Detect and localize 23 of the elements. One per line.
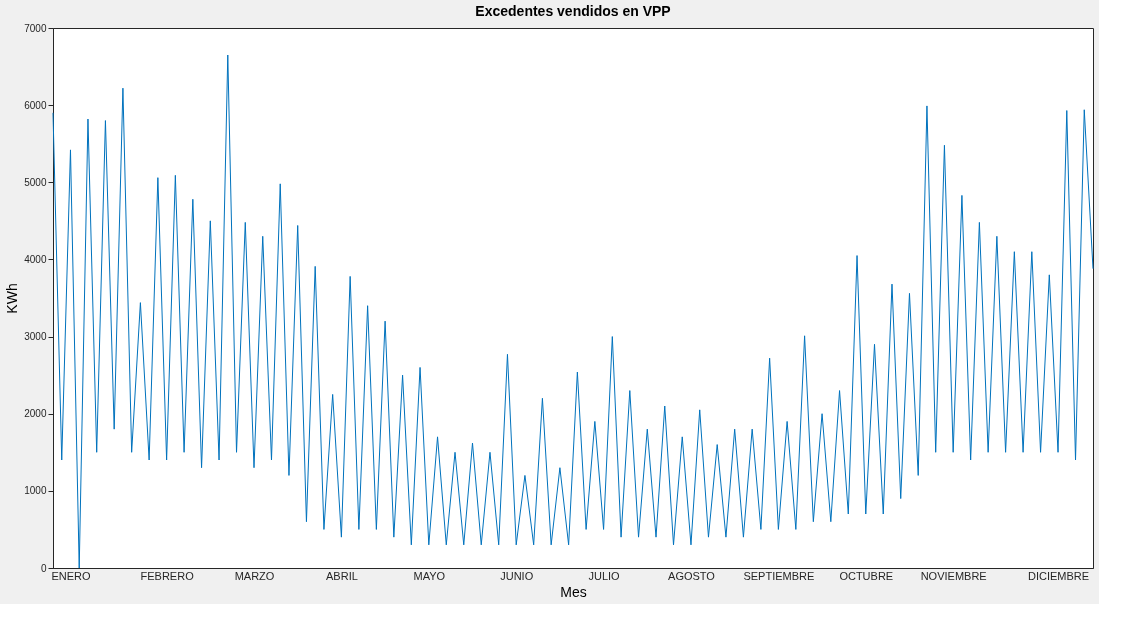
x-tick-label: JULIO [588,569,621,582]
x-tick-label: AGOSTO [668,569,716,582]
y-tick-label: 5000 [24,176,47,188]
x-tick-label: MARZO [234,569,275,582]
x-tick-label: JUNIO [500,569,534,582]
y-tick-label: 1000 [24,485,47,497]
y-tick-label: 0 [40,562,47,574]
x-tick-label: OCTUBRE [839,569,894,582]
chart-title: Excedentes vendidos en VPP [475,3,671,19]
x-tick-label: MAYO [413,569,446,582]
x-tick-label: ENERO [51,569,91,582]
y-tick-label: 4000 [24,253,47,265]
x-tick-label: ABRIL [326,569,358,582]
x-tick-label: FEBRERO [140,569,195,582]
y-tick-label: 7000 [24,22,47,34]
x-tick-label: DICIEMBRE [1027,569,1090,582]
y-tick-label: 2000 [24,408,47,420]
x-tick-label: NOVIEMBRE [920,569,987,582]
y-tick-label: 3000 [24,331,47,343]
x-tick-label: SEPTIEMBRE [743,569,815,582]
x-axis-title: Mes [560,583,587,600]
y-tick-label: 6000 [24,99,47,111]
y-axis-title: KWh [4,283,21,314]
